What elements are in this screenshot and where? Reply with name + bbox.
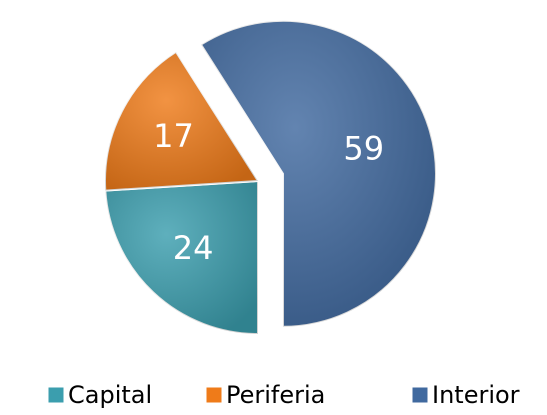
legend-label: Periferia <box>226 381 325 409</box>
data-label: 17 <box>153 117 194 155</box>
legend-marker <box>47 386 65 404</box>
data-label: 24 <box>173 229 214 267</box>
slice-shade <box>105 181 258 334</box>
legend-label: Interior <box>432 381 520 409</box>
data-label: 59 <box>343 129 384 167</box>
legend-marker <box>205 386 223 404</box>
legend-label: Capital <box>68 381 152 409</box>
slice-shade <box>105 51 258 191</box>
slice-shade <box>200 20 436 327</box>
legend-marker <box>411 386 429 404</box>
